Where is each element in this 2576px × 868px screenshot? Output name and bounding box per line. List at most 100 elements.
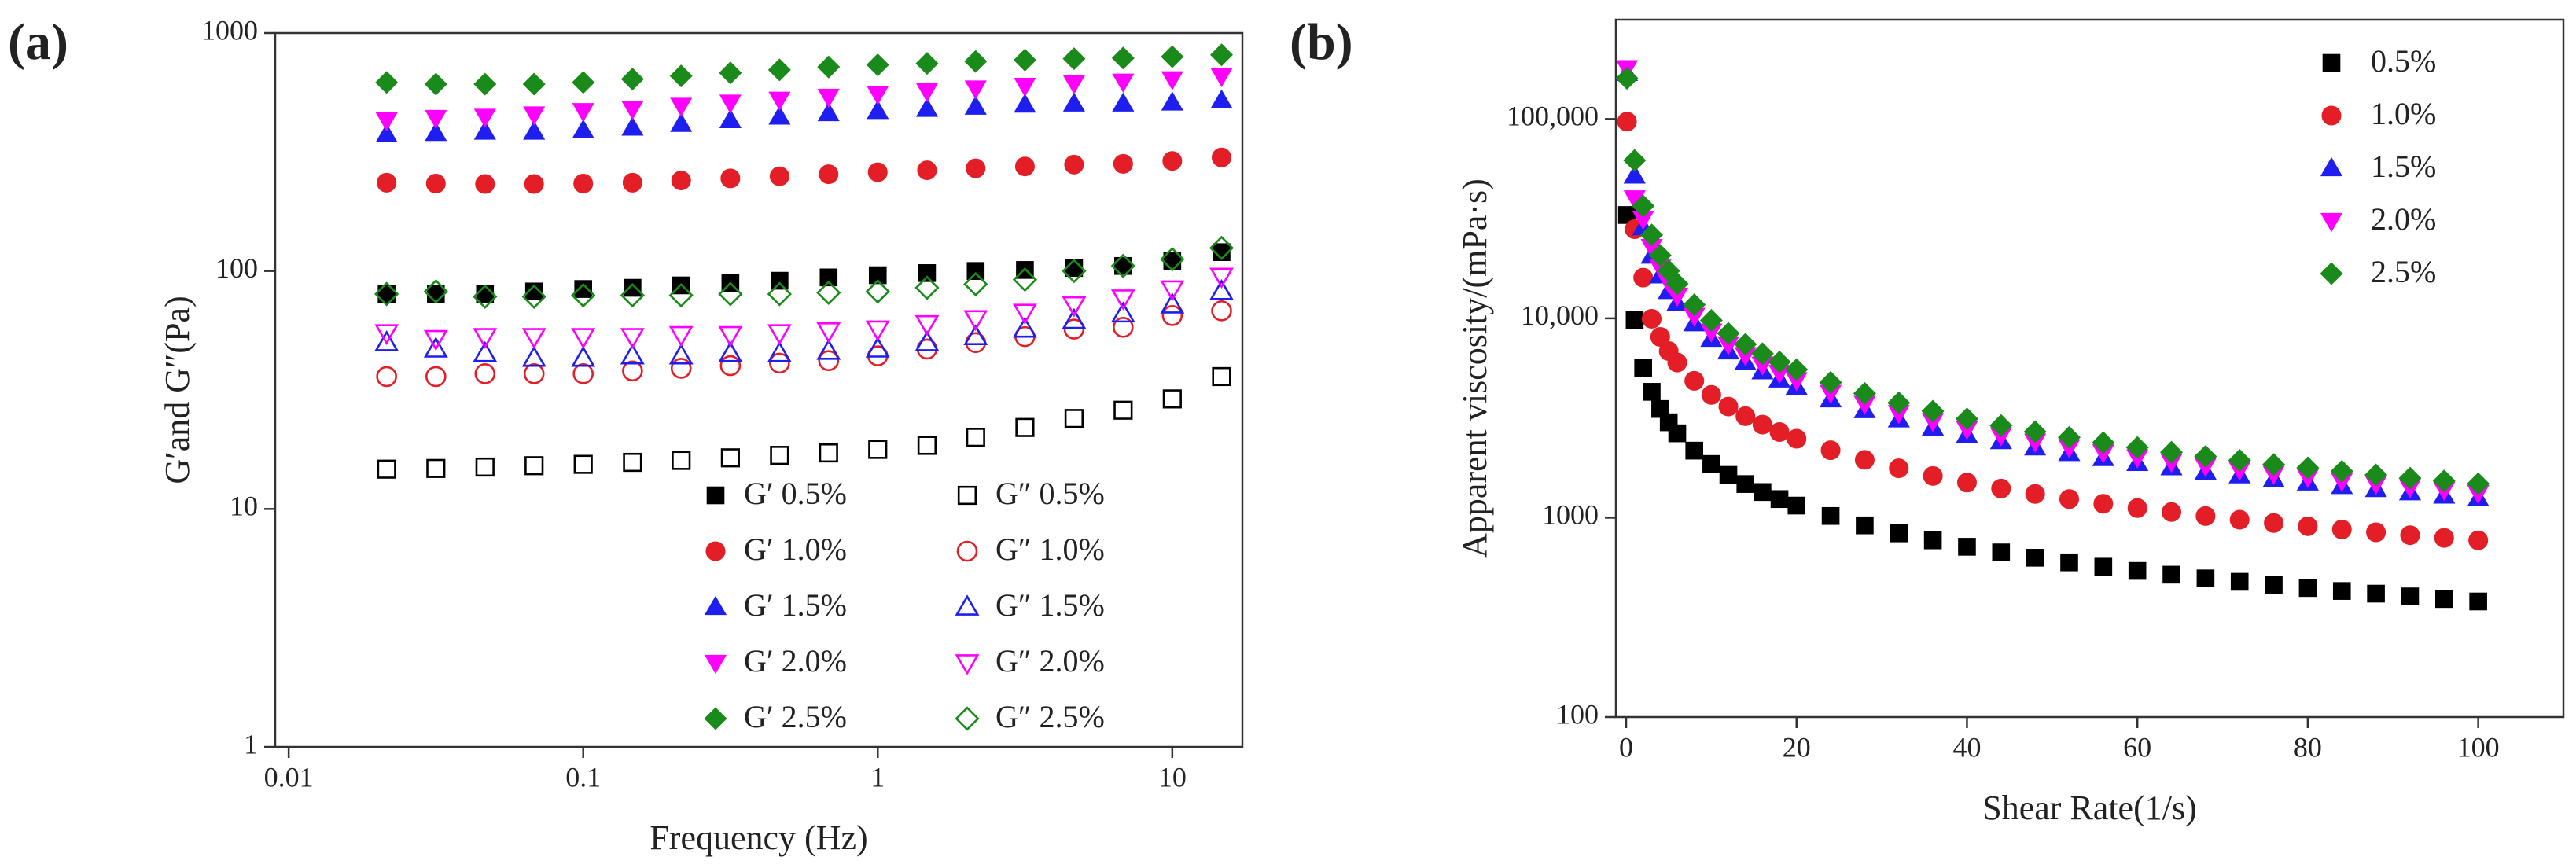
data-point xyxy=(719,355,742,377)
data-point xyxy=(524,282,543,301)
data-point xyxy=(720,448,740,468)
data-point xyxy=(1787,428,1807,449)
legend-marker xyxy=(955,654,980,675)
data-point xyxy=(2127,498,2147,518)
data-point xyxy=(1209,278,1234,300)
data-point xyxy=(475,174,495,194)
data-point xyxy=(1735,406,1756,426)
data-point xyxy=(1955,407,1978,431)
data-point xyxy=(1736,475,1755,493)
data-point xyxy=(1014,156,1035,177)
data-point xyxy=(917,436,937,455)
data-point xyxy=(1634,359,1652,377)
x-tick-label: 20 xyxy=(1783,731,1811,763)
data-point xyxy=(964,95,987,115)
data-point xyxy=(868,440,888,459)
data-point xyxy=(2332,582,2351,600)
data-point xyxy=(670,358,692,379)
data-point xyxy=(2160,440,2184,464)
data-point xyxy=(2195,506,2216,526)
data-point xyxy=(622,360,643,382)
data-point xyxy=(1162,389,1182,409)
data-point xyxy=(2434,590,2453,609)
data-point xyxy=(1110,301,1135,323)
data-point xyxy=(572,119,594,138)
data-point xyxy=(2262,453,2286,476)
data-point xyxy=(620,68,644,91)
data-point xyxy=(817,88,840,108)
data-point xyxy=(964,80,987,100)
legend-label: G′ 1.0% xyxy=(744,531,847,567)
data-point xyxy=(523,363,545,384)
data-point xyxy=(2092,431,2115,454)
data-point xyxy=(2094,557,2113,576)
data-point xyxy=(1210,68,1233,87)
data-point xyxy=(966,158,986,178)
data-point xyxy=(1717,322,1740,345)
data-point xyxy=(1625,311,1644,329)
legend-marker xyxy=(704,707,727,730)
data-point xyxy=(817,101,840,122)
data-point xyxy=(1648,244,1672,267)
data-point xyxy=(718,326,743,348)
data-point xyxy=(1112,92,1135,112)
data-point xyxy=(425,173,446,193)
data-point xyxy=(425,121,447,142)
data-point xyxy=(425,109,447,130)
legend-marker xyxy=(2322,53,2341,72)
data-point xyxy=(1787,496,1806,515)
data-point xyxy=(1161,304,1183,326)
data-point xyxy=(621,101,644,120)
data-point xyxy=(1856,516,1874,535)
data-point xyxy=(866,53,889,76)
data-point xyxy=(2229,509,2250,530)
data-point xyxy=(2264,513,2284,533)
data-point xyxy=(377,459,396,479)
data-point xyxy=(1958,538,1976,556)
data-point xyxy=(427,285,445,303)
data-point xyxy=(2468,530,2489,550)
data-point xyxy=(524,456,544,476)
legend-marker xyxy=(704,654,727,675)
data-point xyxy=(1162,151,1183,171)
data-point xyxy=(670,97,693,117)
data-point xyxy=(1956,473,1977,493)
x-tick-label: 80 xyxy=(2294,731,2322,763)
data-point xyxy=(818,350,840,371)
plot-frame xyxy=(1614,18,2565,719)
data-point xyxy=(423,279,448,304)
x-tick-label: 10 xyxy=(1158,761,1187,793)
legend-label: G′ 2.0% xyxy=(744,643,847,679)
y-axis-title: Apparent viscosity/(mPa·s) xyxy=(1455,178,1494,558)
legend-marker xyxy=(2321,105,2342,126)
data-point xyxy=(1702,454,1720,473)
data-point xyxy=(1161,45,1184,68)
data-point xyxy=(1114,256,1132,275)
data-point xyxy=(2434,528,2454,548)
data-point xyxy=(374,329,399,351)
data-point xyxy=(2366,522,2386,542)
data-point xyxy=(623,452,642,473)
data-point xyxy=(572,71,595,94)
data-point xyxy=(523,106,546,126)
data-point xyxy=(374,324,399,346)
legend-marker xyxy=(955,594,980,616)
data-point xyxy=(375,112,398,132)
data-point xyxy=(1110,253,1135,278)
legend-label: 2.5% xyxy=(2371,254,2436,289)
data-point xyxy=(2364,463,2388,487)
data-point xyxy=(964,50,988,73)
data-point xyxy=(1633,267,1654,288)
data-point xyxy=(1623,149,1647,172)
data-point xyxy=(1160,292,1185,314)
data-point xyxy=(817,55,841,79)
data-point xyxy=(719,94,742,114)
data-point xyxy=(1719,465,1738,484)
data-point xyxy=(1889,458,1909,479)
data-point xyxy=(571,283,596,308)
data-point xyxy=(1210,89,1233,109)
data-point xyxy=(1062,296,1087,318)
y-tick-label: 100,000 xyxy=(1507,101,1599,132)
data-point xyxy=(377,285,396,303)
data-point xyxy=(1699,308,1723,332)
